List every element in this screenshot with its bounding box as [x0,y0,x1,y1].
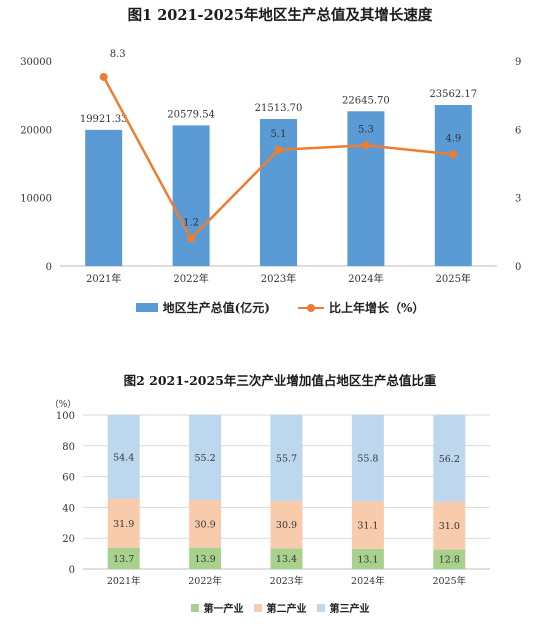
industry-share-chart: 图2 2021-2025年三次产业增加值占地区生产总值比重 0 20 40 60 80 1… [0,330,560,643]
gdp-bar-label: 19921.33 [80,114,128,125]
x-tick-label: 2022年 [173,272,208,285]
y-right-tick-label: 0 [515,262,521,273]
growth-point [449,150,458,159]
growth-point [99,72,108,81]
legend-label-tertiary: 第三产业 [329,604,370,615]
segment-label-primary: 13.4 [276,554,297,565]
y-right-tick-label: 9 [515,57,521,68]
x-tick-label: 2024年 [348,272,383,285]
y-axis-unit: （%） [50,399,77,410]
segment-tertiary [433,415,466,502]
legend-swatch-tertiary [316,603,325,612]
legend-item-primary: 第一产业 [190,600,244,615]
segment-label-tertiary: 55.7 [276,453,297,464]
gdp-bar-label: 23562.17 [429,89,477,100]
x-tick-label: 2021年 [107,575,141,587]
y-left-tick-label: 0 [46,262,52,273]
growth-label: 5.1 [271,129,287,140]
segment-label-secondary: 31.1 [357,520,378,531]
legend-item-growth: 比上年增长（%） [297,299,425,316]
segment-primary [433,549,466,569]
gdp-bar-label: 21513.70 [255,103,303,114]
segment-label-tertiary: 54.4 [113,452,134,463]
segment-secondary [351,500,384,549]
segment-label-secondary: 31.0 [439,521,460,532]
x-tick-label: 2024年 [351,575,385,587]
legend-swatch-secondary [253,603,262,612]
segment-tertiary [189,415,222,501]
segment-secondary [270,500,303,549]
y-tick-label: 60 [62,473,75,484]
legend-label-secondary: 第二产业 [266,604,307,615]
gdp-bar-label: 22645.70 [342,95,390,106]
growth-label: 5.3 [358,124,374,135]
segment-label-tertiary: 55.8 [357,453,378,464]
segment-secondary [107,498,140,548]
segment-primary [107,547,140,569]
gdp-bar [347,111,385,266]
gdp-bar-label: 20579.54 [167,109,215,120]
segment-primary [351,548,384,569]
legend-item-gdp: 地区生产总值(亿元) [135,299,270,316]
x-tick-label: 2025年 [432,575,466,587]
x-tick-label: 2023年 [261,272,296,285]
segment-secondary [189,500,222,548]
segment-label-primary: 13.9 [195,554,216,565]
legend-swatch-gdp [135,303,158,312]
y-tick-label: 0 [69,565,75,576]
segment-label-primary: 13.1 [357,554,378,565]
segment-primary [270,548,303,569]
segment-label-tertiary: 56.2 [439,454,460,465]
legend-swatch-growth [297,303,324,313]
y-tick-label: 20 [62,534,75,545]
chart2-legend: 第一产业 第二产业 第三产业 [0,600,560,615]
y-tick-label: 40 [62,503,75,514]
gdp-bar [85,129,123,266]
segment-label-tertiary: 55.2 [195,453,216,464]
legend-label-gdp: 地区生产总值(亿元) [162,301,270,315]
segment-label-secondary: 30.9 [195,519,216,530]
legend-item-tertiary: 第三产业 [316,600,370,615]
growth-label: 8.3 [110,49,126,60]
gdp-bar [172,125,210,267]
chart2-plot: 0 20 40 60 80 100（%） 13.7 31.9 54.4 2021年 13.9 30.9… [50,399,490,587]
x-tick-label: 2025年 [436,272,471,285]
legend-label-primary: 第一产业 [203,604,244,615]
y-left-tick-label: 30000 [20,57,52,68]
segment-tertiary [107,415,140,499]
segment-label-primary: 13.7 [113,554,134,565]
x-tick-label: 2022年 [188,575,222,587]
legend-swatch-primary [190,603,199,612]
x-tick-label: 2021年 [86,272,121,285]
gdp-bar [434,104,472,266]
x-tick-label: 2023年 [270,575,304,587]
growth-label: 1.2 [183,218,199,229]
segment-label-secondary: 31.9 [113,519,134,530]
y-right-tick-label: 6 [515,125,521,136]
segment-label-secondary: 30.9 [276,520,297,531]
growth-label: 4.9 [445,133,461,144]
chart1-title: 图1 2021-2025年地区生产总值及其增长速度 [127,7,433,24]
segment-tertiary [351,415,384,501]
segment-secondary [433,501,466,550]
growth-point [361,141,370,150]
growth-point [274,145,283,154]
legend-label-growth: 比上年增长（%） [328,301,425,315]
y-left-tick-label: 20000 [20,125,52,136]
gdp-growth-chart: 图1 2021-2025年地区生产总值及其增长速度 0 10000 20000 300… [0,7,560,316]
gdp-bar [260,118,297,266]
segment-primary [189,547,222,569]
segment-tertiary [270,415,303,501]
segment-label-primary: 12.8 [439,555,460,566]
chart1-legend: 地区生产总值(亿元) 比上年增长（%） [0,299,560,316]
y-tick-label: 80 [62,442,75,453]
y-left-tick-label: 10000 [20,194,52,205]
legend-item-secondary: 第二产业 [253,600,307,615]
chart1-plot: 0 10000 20000 30000 0 3 6 9 19921.33 20579.54 2151… [20,49,521,285]
y-tick-label: 100 [56,411,75,422]
growth-point [187,234,196,243]
chart2-title: 图2 2021-2025年三次产业增加值占地区生产总值比重 [123,373,437,388]
y-right-tick-label: 3 [515,194,521,205]
